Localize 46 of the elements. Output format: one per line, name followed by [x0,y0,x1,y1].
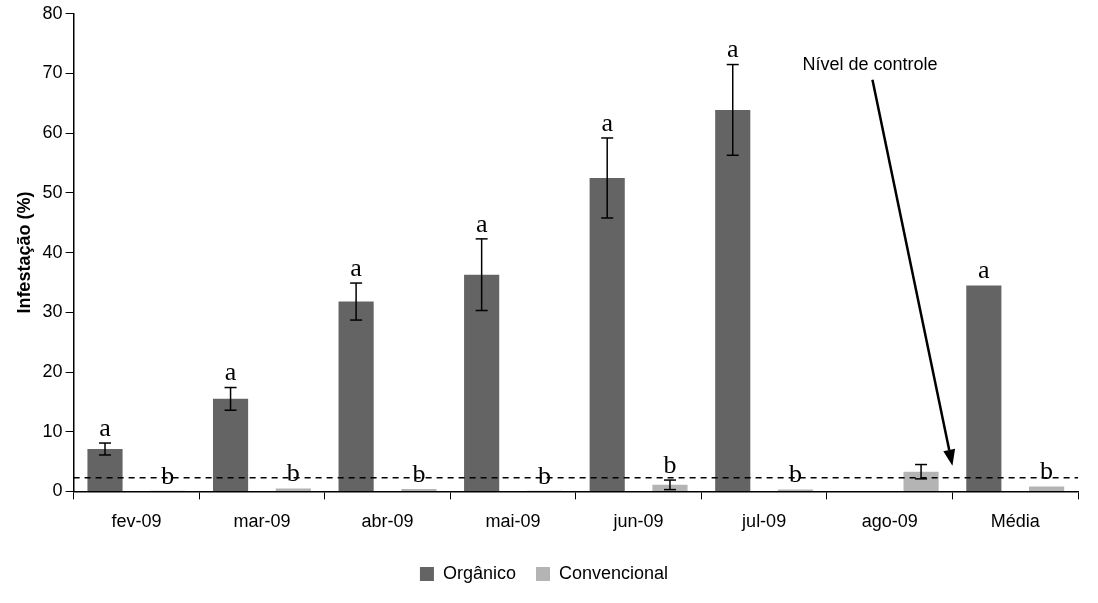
data-label: b [789,459,803,489]
bar [903,471,939,491]
bar [589,177,625,491]
data-label: a [978,255,991,285]
data-label: a [99,412,112,442]
bar [338,301,374,491]
bar [966,285,1002,491]
bar [1029,486,1065,491]
y-tick-label: 10 [42,420,63,441]
x-tick-label: Média [990,511,1041,532]
y-tick-label: 70 [42,62,63,83]
y-tick-label: 60 [42,122,63,143]
bar [212,398,249,491]
bar [652,484,688,491]
data-label: b [1040,456,1054,486]
bar [87,449,123,491]
y-tick-label: 0 [52,480,63,501]
data-label: b [537,460,551,490]
bar [715,109,751,491]
x-tick-label: mar-09 [233,511,291,532]
y-tick-label: 40 [42,241,63,262]
data-label: a [350,252,363,282]
legend-label: Orgânico [442,562,516,583]
legend-label: Convencional [558,562,669,583]
x-tick-label: jun-09 [612,511,664,532]
data-label: a [726,34,739,64]
y-tick-label: 30 [42,301,63,322]
x-tick-label: fev-09 [111,511,162,532]
bar [275,488,311,491]
x-tick-label: mai-09 [485,511,541,532]
x-tick-label: jul-09 [741,511,787,532]
annotation: Nível de controle [802,53,938,75]
data-label: a [224,357,237,387]
y-axis-title: Infestação (%) [13,191,34,314]
bar [464,274,500,491]
y-tick-label: 80 [42,2,63,23]
y-tick-label: 20 [42,360,63,381]
data-label: a [601,107,614,137]
y-tick-label: 50 [42,181,63,202]
x-tick-label: abr-09 [361,511,414,532]
data-label: b [412,458,426,488]
data-label: b [663,449,677,479]
data-label: b [286,458,300,488]
x-tick-label: ago-09 [861,511,918,532]
data-label: a [475,208,488,238]
data-label: b [161,460,175,490]
